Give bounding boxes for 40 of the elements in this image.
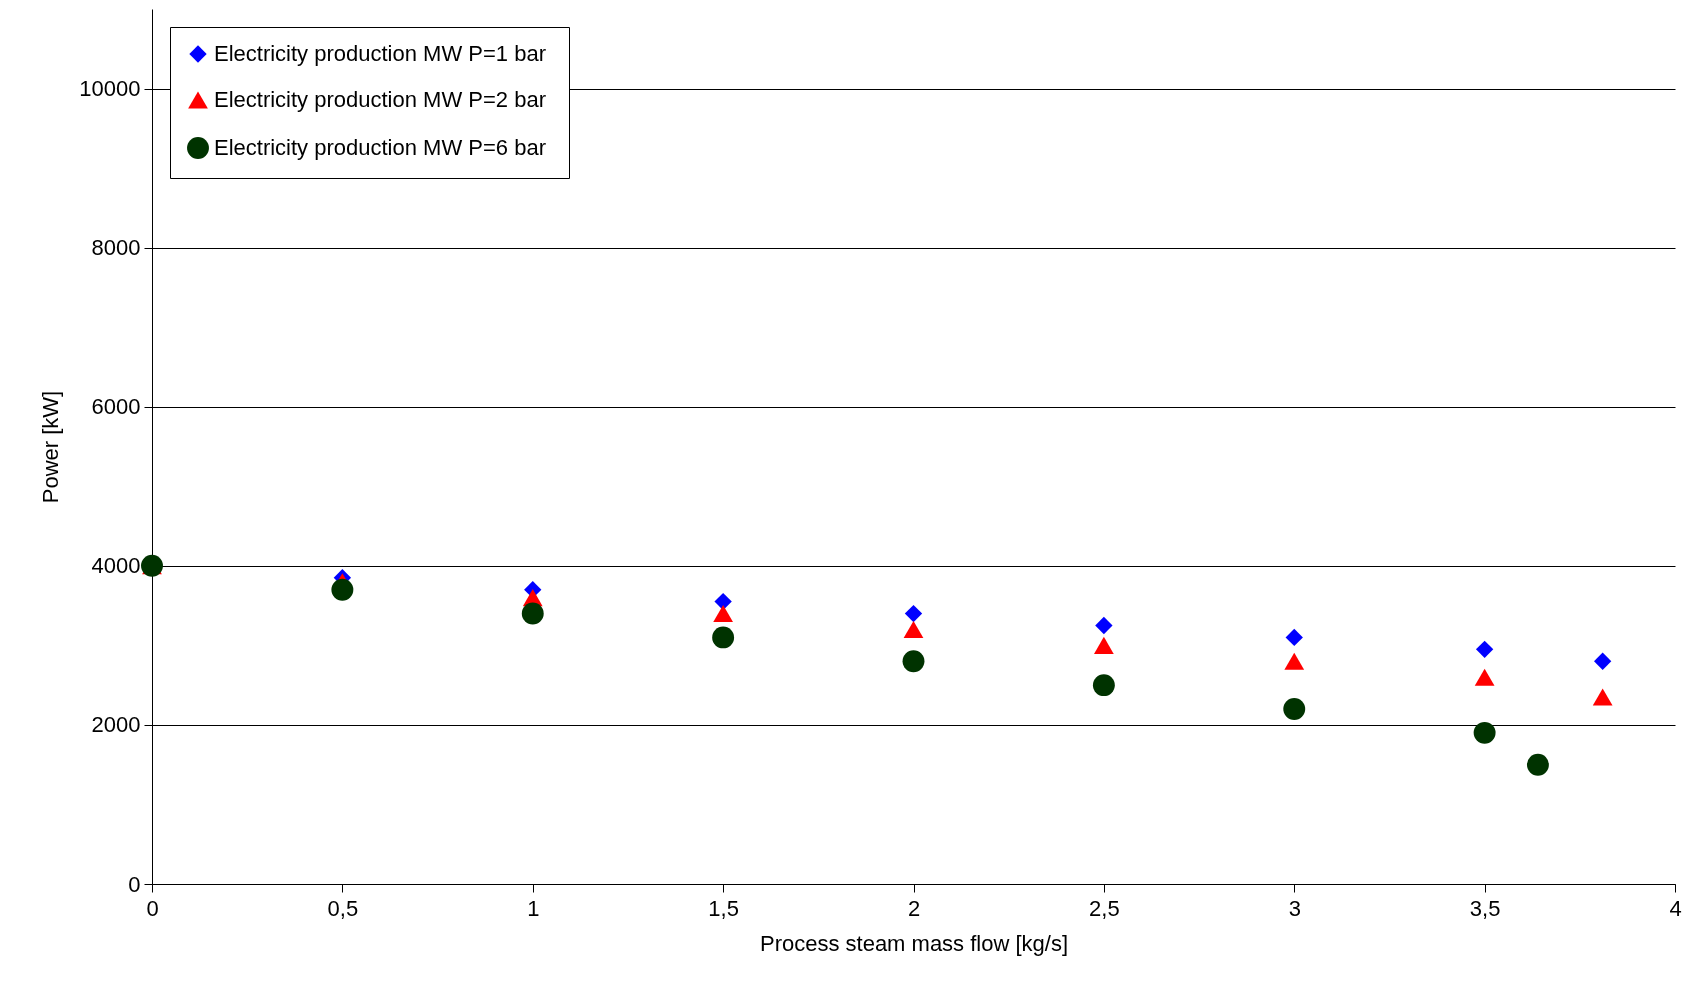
point [1475, 640, 1494, 658]
point [331, 578, 354, 601]
point [1092, 674, 1115, 697]
x-tick-label: 1 [527, 895, 540, 921]
x-tick-label: 0 [146, 895, 159, 921]
point [1594, 652, 1612, 670]
legend-label: Electricity production MW P=1 bar [214, 41, 546, 66]
point [521, 602, 544, 625]
point [1473, 721, 1496, 744]
x-tick-label: 4 [1669, 895, 1682, 921]
x-axis-title: Process steam mass flow [kg/s] [759, 930, 1069, 956]
legend-label: Electricity production MW P=2 bar [214, 87, 546, 112]
point [1095, 616, 1113, 635]
point [1592, 688, 1613, 706]
y-tick-label: 0 [128, 871, 141, 897]
point [1284, 652, 1305, 670]
point [714, 592, 732, 611]
y-tick-label: 10000 [79, 76, 141, 102]
y-tick-label: 2000 [91, 712, 141, 738]
point [713, 604, 733, 623]
point [904, 604, 923, 623]
legend-label: Electricity production MW P=6 bar [214, 135, 546, 160]
y-tick-label: 4000 [91, 553, 141, 579]
x-tick-label: 2 [907, 895, 921, 921]
point [1285, 628, 1303, 647]
x-tick-label: 0,5 [327, 895, 359, 921]
point [1094, 636, 1114, 654]
point [712, 626, 735, 649]
y-axis-title: Power [kW] [38, 390, 64, 504]
point [902, 650, 925, 673]
x-tick-label: 2,5 [1089, 895, 1120, 921]
point [1526, 753, 1549, 776]
x-tick-label: 3,5 [1469, 895, 1501, 921]
y-tick-label: 8000 [91, 235, 141, 261]
x-tick-label: 1,5 [708, 895, 739, 921]
point [1283, 698, 1306, 720]
point [1474, 668, 1495, 686]
y-tick-label: 6000 [91, 394, 141, 420]
x-tick-label: 3 [1288, 895, 1301, 921]
point [903, 620, 924, 639]
